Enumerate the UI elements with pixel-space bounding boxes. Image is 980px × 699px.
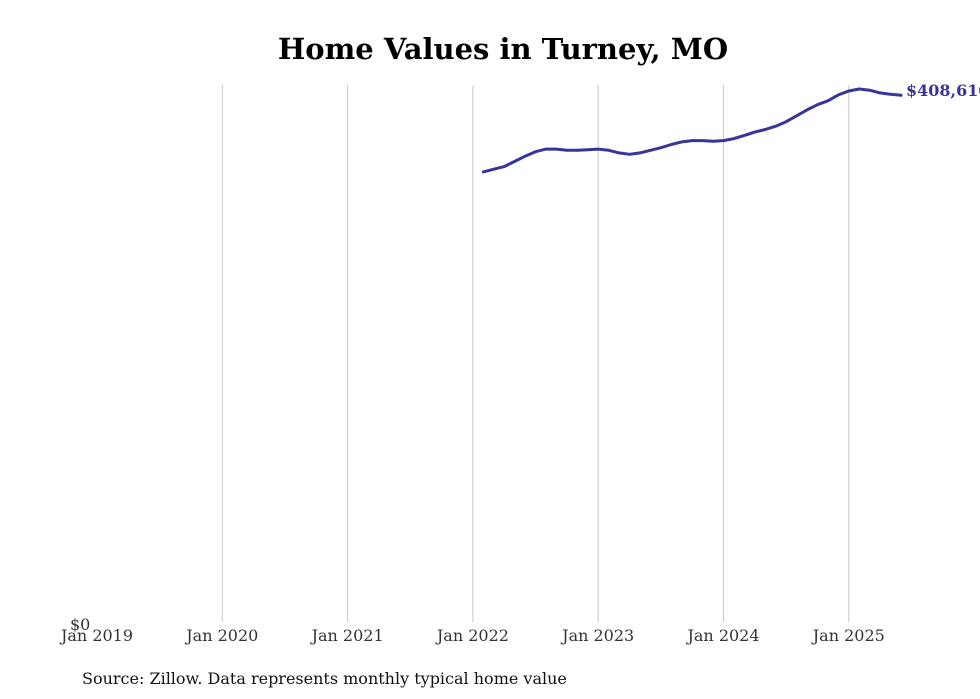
y-axis-zero-label: $0 [70, 615, 90, 634]
latest-value-label: $408,610 [906, 81, 980, 100]
chart-title: Home Values in Turney, MO [278, 32, 728, 66]
x-tick-label: Jan 2025 [811, 626, 885, 645]
x-tick-label: Jan 2024 [685, 626, 759, 645]
x-axis-ticks: Jan 2019 Jan 2020 Jan 2021 Jan 2022 Jan 2023… [59, 626, 885, 645]
x-tick-label: Jan 2020 [184, 626, 258, 645]
x-tick-label: Jan 2019 [59, 626, 133, 645]
source-note: Source: Zillow. Data represents monthly … [82, 669, 567, 688]
x-tick-label: Jan 2023 [560, 626, 634, 645]
gridlines [221, 85, 850, 622]
x-tick-label: Jan 2022 [435, 626, 509, 645]
home-value-line [481, 87, 903, 174]
x-tick-label: Jan 2021 [310, 626, 384, 645]
